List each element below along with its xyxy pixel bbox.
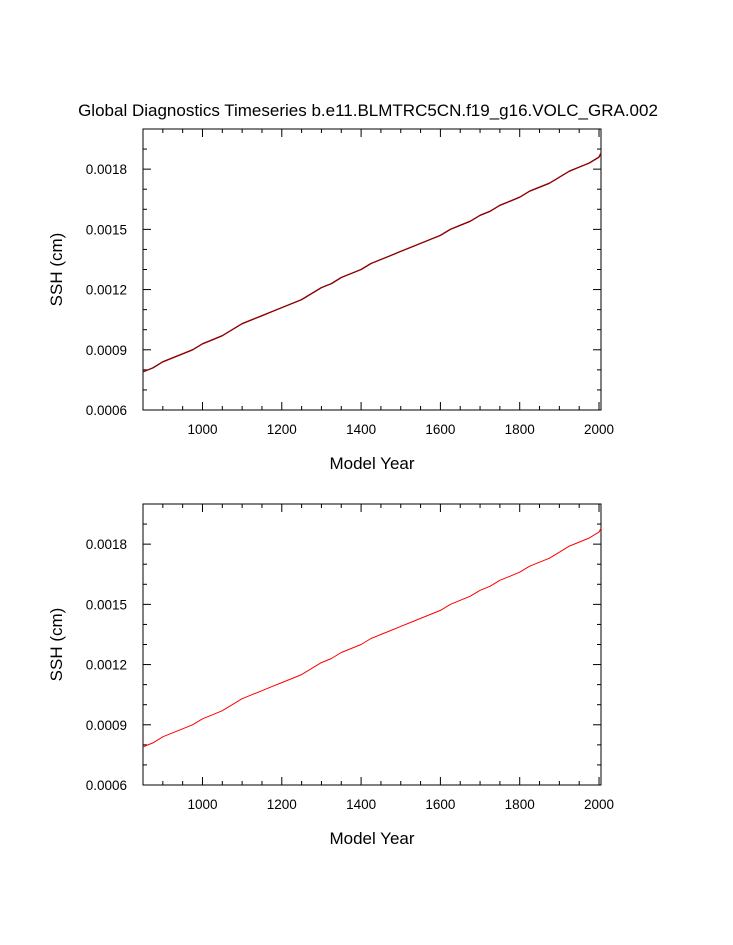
x-tick-label: 1400 [346,797,376,812]
x-tick-label: 1200 [267,797,297,812]
y-tick-label: 0.0018 [86,537,127,552]
y-axis-label: SSH (cm) [47,233,66,307]
y-tick-label: 0.0009 [86,343,127,358]
y-tick-label: 0.0006 [86,778,127,793]
x-tick-label: 1000 [187,422,217,437]
plot-frame [142,503,602,786]
x-axis-label: Model Year [329,829,414,848]
y-tick-label: 0.0018 [86,162,127,177]
y-tick-label: 0.0015 [86,597,127,612]
plot-frame [142,128,602,411]
x-axis-label: Model Year [329,454,414,473]
x-tick-label: 2000 [584,797,614,812]
x-tick-label: 2000 [584,422,614,437]
y-tick-label: 0.0015 [86,222,127,237]
x-tick-label: 1800 [505,797,535,812]
x-tick-label: 1200 [267,422,297,437]
series-line [142,527,602,748]
x-tick-label: 1000 [187,797,217,812]
x-tick-label: 1800 [505,422,535,437]
series-line [142,152,602,373]
bottom-panel: 1000 1200 1400 1600 1800 2000 0.0006 0.0009 0.00… [47,503,614,848]
figure-title: Global Diagnostics Timeseries b.e11.BLMT… [78,101,658,120]
y-tick-label: 0.0009 [86,718,127,733]
x-tick-label: 1400 [346,422,376,437]
x-tick-label: 1600 [425,422,455,437]
top-panel: 1000 1200 1400 1600 1800 2000 0.0006 0.0009 0.00… [47,128,614,473]
y-tick-label: 0.0012 [86,283,127,298]
y-axis-label: SSH (cm) [47,608,66,682]
y-tick-label: 0.0012 [86,658,127,673]
x-tick-label: 1600 [425,797,455,812]
y-tick-label: 0.0006 [86,403,127,418]
